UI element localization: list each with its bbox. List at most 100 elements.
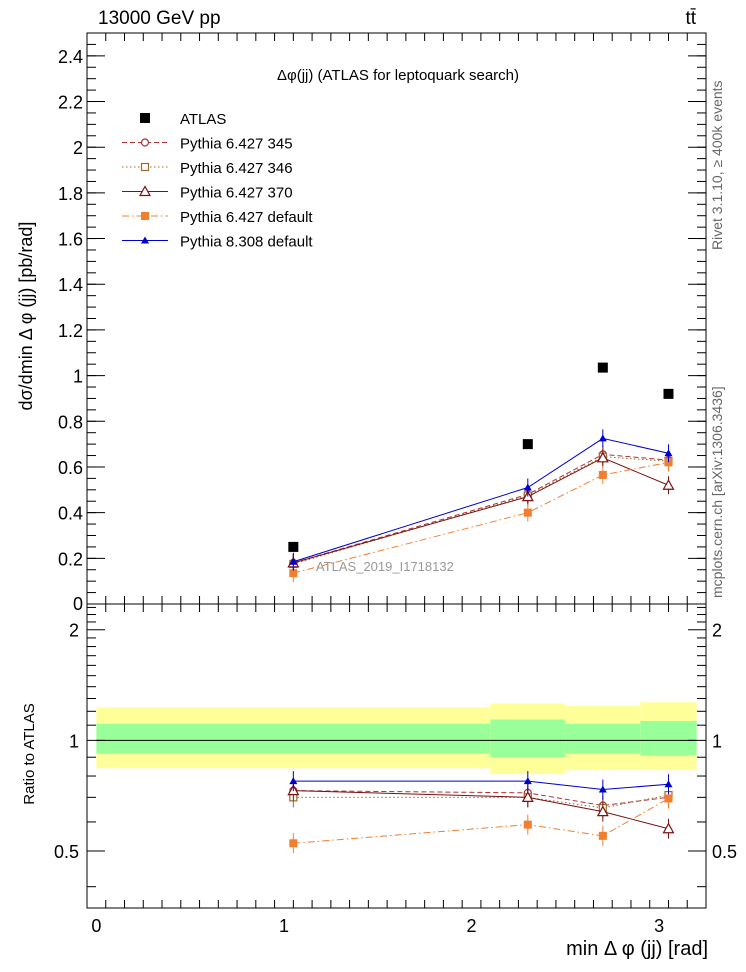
ratio-y-tick-label-right: 2 [712, 621, 722, 641]
ratio-point [521, 791, 534, 802]
legend-marker [140, 138, 150, 147]
ratio-series-pythia-6-427-370 [287, 780, 675, 839]
y-tick-label: 1.4 [58, 275, 83, 295]
legend-entry: Pythia 8.308 default [122, 234, 313, 251]
ratio-point [289, 777, 298, 785]
uncertainty-band-green [490, 719, 566, 758]
legend-label: Pythia 6.427 default [180, 209, 313, 226]
legend-label: ATLAS [180, 111, 226, 128]
legend-entry: Pythia 6.427 370 [122, 185, 293, 202]
main-title: Δφ(jj) (ATLAS for leptoquark search) [277, 67, 519, 84]
data-point [288, 541, 299, 552]
ratio-line [293, 794, 669, 809]
process-label: tt̄ [685, 8, 696, 29]
ratio-point [289, 839, 298, 848]
ratio-point [664, 794, 673, 803]
main-axes: 0.2 0.4 0.6 0.8 1 1.2 1.4 1.6 1.8 2 2.2 2.4 0 [58, 32, 707, 614]
data-point [289, 557, 298, 565]
series-pythia-6-427-345 [289, 445, 673, 572]
ratio-line [293, 790, 669, 807]
ratio-point [523, 820, 532, 829]
ratio-point [598, 831, 607, 840]
y-tick-label: 0.8 [58, 412, 83, 432]
x-axis-label: min Δ φ (jj) [rad] [566, 938, 708, 960]
y-tick-label: 1 [73, 367, 83, 387]
y-tick-label: 2.4 [58, 47, 83, 67]
legend-marker [141, 212, 149, 220]
x-tick-label: 2 [467, 916, 477, 936]
ratio-point [596, 805, 609, 817]
mcplots-label: mcplots.cern.ch [arXiv:1306.3436] [709, 386, 725, 598]
ratio-series [287, 771, 675, 854]
ratio-y-tick-label: 0.5 [54, 842, 79, 862]
ratio-series-pythia-6-427-default [289, 788, 673, 854]
y-tick-label: 0.2 [58, 549, 83, 569]
data-point [522, 439, 533, 450]
ratio-y-axis-label: Ratio to ATLAS [21, 703, 38, 804]
series-line [293, 461, 669, 574]
legend-label: Pythia 6.427 346 [180, 160, 293, 177]
ratio-y-tick-label-right: 0.5 [712, 842, 737, 862]
data-point [662, 478, 675, 490]
data-point [664, 458, 673, 467]
data-point [523, 483, 532, 491]
ratio-bands [96, 702, 697, 775]
ratio-point [664, 780, 673, 788]
legend-marker [138, 185, 152, 197]
series-line [293, 437, 669, 563]
data-point [289, 569, 298, 578]
series-pythia-8-308-default [289, 429, 673, 571]
y-tick-label: 2 [73, 138, 83, 158]
ratio-point [598, 785, 607, 793]
ratio-point [523, 777, 532, 785]
y-tick-label: 0.4 [58, 504, 83, 524]
ratio-y-tick-label-right: 1 [712, 731, 722, 751]
ratio-series-pythia-6-427-345 [289, 780, 673, 816]
legend-entry: Pythia 6.427 346 [122, 160, 293, 177]
data-point [597, 362, 608, 373]
ratio-line [293, 780, 669, 791]
uncertainty-band-green [96, 723, 491, 754]
data-point [663, 388, 674, 399]
ratio-point [662, 822, 675, 834]
ratio-line [293, 790, 669, 830]
ratio-series-pythia-6-427-346 [289, 785, 673, 818]
y-tick-label: 0 [73, 594, 83, 614]
main-y-axis-label: dσ/dmin Δ φ (jj) [pb/rad] [16, 222, 36, 411]
series-pythia-6-427-default [289, 453, 673, 583]
main-series [287, 362, 675, 583]
ratio-frame [86, 603, 707, 909]
x-tick-label: 3 [654, 916, 664, 936]
legend-entry: Pythia 6.427 345 [122, 136, 293, 153]
data-point [596, 451, 609, 463]
data-point [598, 470, 607, 479]
legend-marker [140, 162, 150, 172]
data-point [598, 434, 607, 442]
y-tick-label: 0.6 [58, 458, 83, 478]
energy-label: 13000 GeV pp [98, 8, 221, 29]
series-pythia-6-427-370 [287, 448, 675, 572]
rivet-label: Rivet 3.1.10, ≥ 400k events [709, 80, 725, 250]
legend-entry: Pythia 6.427 default [122, 209, 313, 226]
legend-entry: ATLAS [140, 111, 226, 128]
main-panel: Δφ(jj) (ATLAS for leptoquark search) ATL… [16, 32, 707, 614]
ratio-y-tick-label: 1 [69, 731, 79, 751]
watermark: ATLAS_2019_I1718132 [316, 559, 454, 574]
y-tick-label: 1.6 [58, 230, 83, 250]
series-line [293, 453, 669, 564]
ratio-line [293, 798, 669, 844]
ratio-series-pythia-8-308-default [289, 771, 673, 800]
x-tick-label: 0 [91, 916, 101, 936]
uncertainty-band-green [640, 720, 697, 756]
y-tick-label: 1.2 [58, 321, 83, 341]
y-tick-label: 1.8 [58, 184, 83, 204]
x-tick-label: 1 [279, 916, 289, 936]
legend-label: Pythia 8.308 default [180, 234, 313, 251]
uncertainty-band-green [565, 723, 641, 754]
ratio-panel: 0.5 0.5 1 1 2 2 0 1 2 3 Ratio to ATLAS min Δ φ (j… [21, 603, 737, 960]
data-point [523, 508, 532, 517]
legend-label: Pythia 6.427 345 [180, 136, 293, 153]
ratio-axes: 0.5 0.5 1 1 2 2 0 1 2 3 [54, 603, 737, 936]
data-point [664, 449, 673, 457]
